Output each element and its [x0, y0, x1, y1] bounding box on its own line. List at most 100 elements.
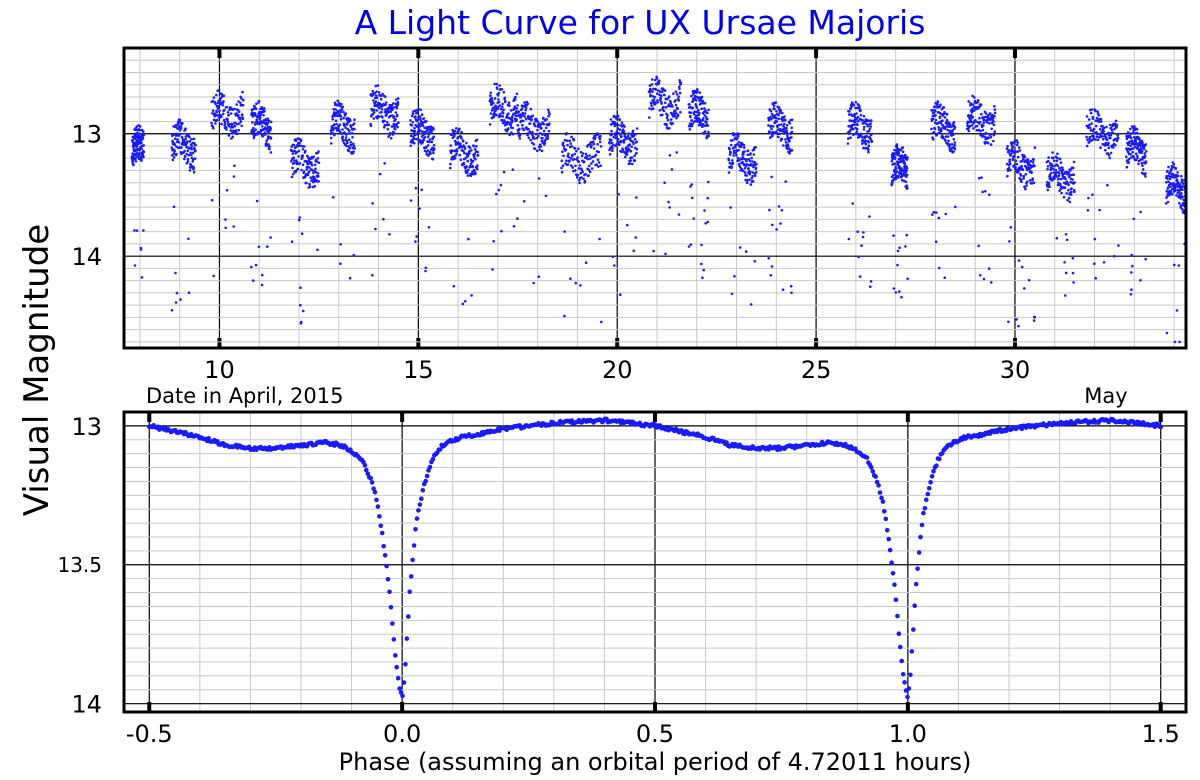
- top-data-point: [539, 123, 543, 126]
- top-data-point: [706, 196, 709, 200]
- top-data-point: [979, 103, 983, 107]
- top-data-point: [224, 226, 227, 230]
- top-data-point: [561, 150, 564, 153]
- top-data-point: [294, 139, 298, 143]
- top-data-point: [170, 154, 174, 157]
- top-data-point: [751, 174, 754, 178]
- top-data-point: [1056, 183, 1060, 187]
- top-data-point: [269, 151, 273, 154]
- top-data-point: [1092, 127, 1096, 131]
- top-data-point: [618, 133, 622, 136]
- top-data-point: [389, 136, 393, 140]
- top-data-point: [617, 138, 620, 141]
- top-data-point: [597, 165, 600, 168]
- top-data-point: [475, 145, 478, 148]
- top-data-point: [611, 149, 614, 152]
- top-data-point: [1094, 138, 1097, 141]
- top-data-point: [1024, 187, 1027, 191]
- top-data-point: [1102, 261, 1106, 264]
- top-data-point: [990, 127, 993, 131]
- top-data-point: [571, 154, 574, 158]
- top-data-point: [175, 145, 178, 149]
- top-data-point: [236, 122, 239, 126]
- top-data-point: [1130, 271, 1133, 274]
- top-data-point: [953, 126, 957, 129]
- top-data-point: [193, 157, 197, 160]
- top-data-point: [1050, 165, 1054, 168]
- top-data-point: [633, 154, 636, 157]
- top-data-point: [849, 128, 852, 131]
- top-data-point: [587, 157, 590, 161]
- top-data-point: [383, 119, 386, 123]
- top-data-point: [1139, 210, 1142, 214]
- top-data-point: [255, 199, 259, 203]
- top-data-point: [940, 129, 943, 132]
- top-data-point: [568, 139, 572, 143]
- top-data-point: [228, 123, 231, 126]
- top-data-point: [905, 166, 909, 170]
- top-data-point: [1064, 177, 1067, 181]
- top-data-point: [1172, 162, 1176, 166]
- top-data-point: [376, 117, 379, 120]
- top-data-point: [1046, 167, 1049, 171]
- top-data-point: [669, 101, 673, 104]
- top-data-point: [658, 109, 662, 112]
- top-data-point: [671, 105, 674, 108]
- top-data-point: [380, 108, 384, 111]
- top-data-point: [218, 109, 221, 112]
- top-data-point: [906, 277, 909, 281]
- top-data-point: [172, 156, 176, 159]
- top-data-point: [896, 263, 899, 267]
- top-data-point: [138, 152, 141, 155]
- top-data-point: [675, 151, 678, 154]
- top-data-point: [301, 148, 305, 151]
- top-data-point: [1139, 279, 1142, 282]
- top-data-point: [1069, 193, 1073, 196]
- top-data-point: [773, 114, 777, 117]
- bottom-data-point: [909, 649, 915, 654]
- top-data-point: [727, 158, 731, 162]
- top-data-point: [179, 298, 182, 301]
- top-data-point: [267, 119, 271, 123]
- bottom-x-axis-label: Phase (assuming an orbital period of 4.7…: [339, 748, 972, 776]
- top-data-point: [848, 110, 851, 113]
- top-data-point: [577, 160, 580, 163]
- bottom-data-point: [890, 571, 896, 576]
- top-data-point: [633, 137, 637, 141]
- top-data-point: [1129, 136, 1133, 140]
- top-data-point: [1070, 190, 1073, 194]
- top-data-point: [496, 87, 499, 90]
- bottom-data-point: [911, 627, 916, 632]
- top-data-point: [1129, 156, 1133, 159]
- top-data-point: [342, 116, 346, 120]
- top-data-point: [581, 170, 584, 174]
- top-data-point: [938, 116, 942, 119]
- top-x-tick-label: 25: [801, 356, 832, 384]
- top-data-point: [1070, 187, 1073, 190]
- top-data-point: [517, 110, 520, 113]
- top-data-point: [267, 143, 270, 146]
- bottom-data-point: [893, 597, 899, 603]
- top-data-point: [596, 133, 600, 136]
- top-data-point: [852, 133, 855, 137]
- top-data-point: [851, 202, 854, 205]
- top-data-point: [700, 262, 703, 266]
- top-data-point: [1052, 167, 1055, 171]
- top-data-point: [1006, 145, 1009, 148]
- top-data-point: [267, 131, 271, 135]
- top-data-point: [410, 124, 414, 127]
- top-data-point: [313, 163, 317, 167]
- top-data-point: [140, 147, 143, 150]
- top-data-point: [692, 112, 696, 116]
- top-data-point: [498, 84, 502, 87]
- top-data-point: [1054, 171, 1057, 175]
- top-data-point: [667, 200, 670, 204]
- top-data-point: [1179, 206, 1182, 209]
- top-data-point: [588, 164, 591, 168]
- top-data-point: [663, 93, 666, 97]
- top-data-point: [847, 237, 851, 241]
- top-data-point: [1064, 182, 1068, 185]
- top-data-point: [625, 153, 629, 156]
- top-data-point: [986, 141, 990, 145]
- top-data-point: [1109, 151, 1113, 155]
